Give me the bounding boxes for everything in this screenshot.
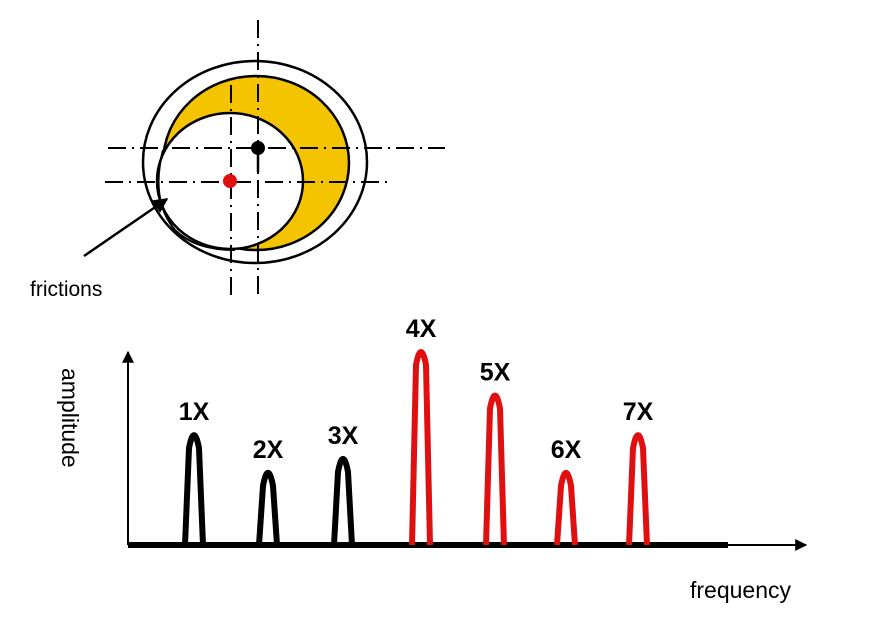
peak-2x (256, 469, 280, 546)
y-axis-label: amplitude (57, 368, 83, 468)
peak-7x (626, 432, 650, 546)
peak-3x (331, 455, 355, 546)
peak-label-5x: 5X (480, 359, 511, 387)
peak-label-6x: 6X (551, 436, 582, 464)
friction-arrow (83, 197, 169, 258)
peak-label-4x: 4X (406, 315, 437, 343)
frictions-label: frictions (30, 278, 102, 301)
peak-label-2x: 2X (253, 436, 284, 464)
peak-label-7x: 7X (623, 398, 654, 426)
rotor-diagram: frictions (30, 20, 445, 301)
peak-4x (409, 349, 433, 546)
peak-label-3x: 3X (328, 422, 359, 450)
peak-5x (483, 392, 507, 546)
rotor-center-dot (223, 174, 237, 188)
friction-arc (157, 149, 236, 251)
peak-1x (182, 432, 206, 546)
x-axis-label: frequency (690, 577, 792, 603)
peak-6x (554, 469, 578, 546)
stator-center-dot (251, 141, 265, 155)
spectrum-chart: amplitude frequency 1X 2X 3X 4X 5X 6X 7X (57, 315, 808, 603)
peak-label-1x: 1X (179, 398, 210, 426)
